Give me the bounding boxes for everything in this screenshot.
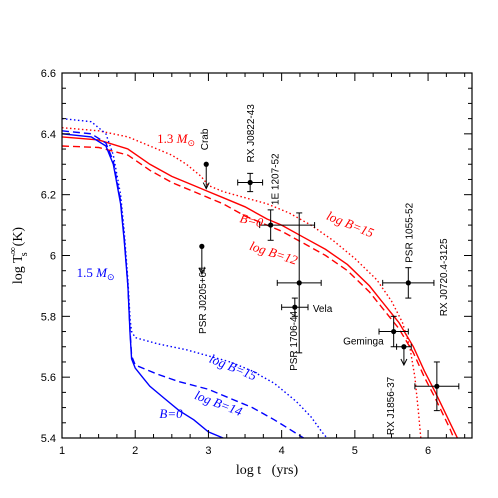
observation-geminga: Geminga <box>343 315 409 348</box>
cooling-curve-blue-solid <box>62 133 224 438</box>
observation-label: RX J0822-43 <box>246 104 257 163</box>
data-point <box>405 280 411 286</box>
observation-psr-1706-44: PSR 1706-44 <box>276 212 322 371</box>
data-point <box>296 280 302 286</box>
observation-rx-j0822-43: RX J0822-43 <box>237 104 264 193</box>
x-tick-label: 6 <box>425 445 431 457</box>
label-red-logb15: log B=15 <box>324 208 376 241</box>
curves-layer <box>62 117 459 438</box>
x-tick-label: 2 <box>132 445 138 457</box>
label-blue-logb14: log B=14 <box>193 387 245 419</box>
y-axis-title-unit: (K) <box>11 227 26 247</box>
y-axis-title-main: log T <box>11 254 26 284</box>
data-point <box>203 161 209 167</box>
observation-1e-1207-52: 1E 1207-52 <box>259 153 316 241</box>
data-point <box>292 304 298 310</box>
observation-rx-j0720-4-3125: RX J0720.4-3125 <box>414 238 460 412</box>
observation-label: PSR J0205+64 <box>198 266 209 334</box>
cooling-curve-blue-dashed <box>62 130 304 438</box>
mass-label-1-3: 1.3 M⊙ <box>157 131 195 148</box>
y-axis-title: log T∞s (K) <box>8 227 30 285</box>
y-tick-label: 6.4 <box>41 129 56 141</box>
observation-label: RX J1856-37 <box>386 376 397 435</box>
data-point <box>199 243 205 249</box>
x-tick-label: 1 <box>59 445 65 457</box>
observation-rx-j1856-37: RX J1856-37 <box>386 343 412 435</box>
label-blue-b0: B=0 <box>159 406 183 421</box>
observation-psr-j0205-64: PSR J0205+64 <box>198 243 209 334</box>
observation-label: PSR 1706-44 <box>289 310 300 370</box>
label-blue-logb15: log B=15 <box>207 351 259 384</box>
y-tick-label: 6.6 <box>41 68 56 80</box>
observation-label: Vela <box>313 304 333 315</box>
data-point <box>268 222 274 228</box>
observation-label: 1E 1207-52 <box>271 153 282 205</box>
observation-label: Crab <box>200 128 211 150</box>
y-tick-label: 5.6 <box>41 372 56 384</box>
data-point <box>401 344 407 350</box>
cooling-curve-red-dashed <box>62 145 455 438</box>
y-tick-label: 6.2 <box>41 190 56 202</box>
observation-label: Geminga <box>343 337 384 348</box>
axes-layer: 1 2 3 4 5 6 5.4 5.6 5.8 6 6.2 6.4 6.6 log t (yrs) log … <box>8 68 473 478</box>
observation-crab: Crab <box>200 128 211 190</box>
y-tick-label: 5.8 <box>41 311 56 323</box>
data-point <box>391 328 397 335</box>
cooling-curve-red-dotted <box>62 127 422 438</box>
observation-label: PSR 1055-52 <box>404 202 415 262</box>
x-tick-label: 3 <box>205 445 211 457</box>
y-tick-label: 5.4 <box>41 433 56 445</box>
x-axis-title: log t (yrs) <box>236 463 299 478</box>
svg-text:log T∞s(K): log T∞s (K) <box>8 227 30 285</box>
data-point <box>434 383 440 389</box>
label-red-logb12: log B=12 <box>248 238 300 268</box>
observation-vela: Vela <box>281 297 333 317</box>
y-tick-label: 6 <box>50 251 56 263</box>
data-point <box>247 179 253 186</box>
y-axis-title-sup: ∞ <box>8 247 19 254</box>
mass-label-1-5: 1.5 M⊙ <box>77 265 115 282</box>
observation-psr-1055-52: PSR 1055-52 <box>382 202 435 299</box>
x-tick-label: 4 <box>279 445 285 457</box>
label-red-b0: B=0 <box>239 210 265 230</box>
observations-layer: Crab RX J0822-43 1E 1207-52 PSR J0205+64 Vel… <box>198 104 460 435</box>
x-tick-label: 5 <box>352 445 358 457</box>
y-axis-title-sub: s <box>19 252 30 256</box>
cooling-curve-red-solid <box>62 136 459 438</box>
observation-label: RX J0720.4-3125 <box>439 238 450 316</box>
